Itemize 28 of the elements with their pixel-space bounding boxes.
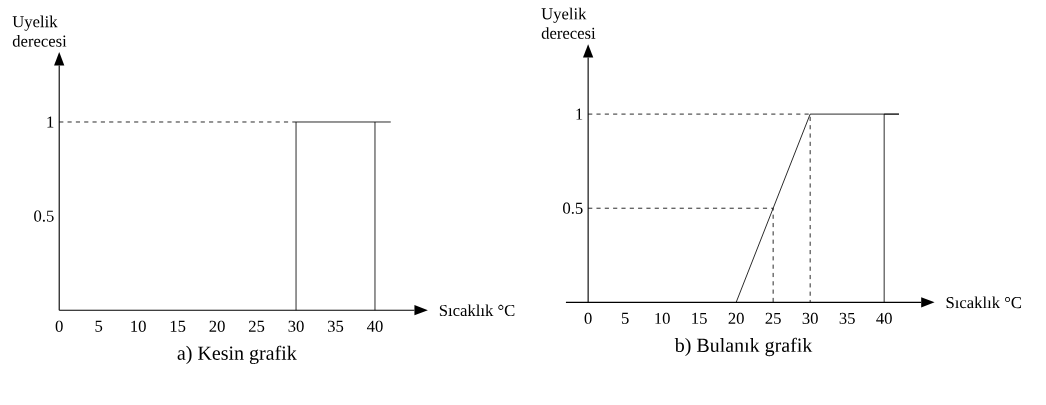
y-tick-label: 1	[576, 108, 583, 120]
x-tick-label: 35	[839, 312, 855, 324]
x-tick-label: 10	[131, 320, 146, 332]
x-axis-title: Sıcaklık °C	[946, 296, 1022, 309]
x-tick-label: 25	[765, 312, 781, 324]
x-tick-label: 5	[621, 312, 629, 324]
x-axis-title: Sıcaklık °C	[439, 304, 515, 317]
x-tick-label: 35	[327, 320, 344, 332]
x-tick-label: 10	[655, 312, 670, 325]
x-tick-label: 30	[288, 320, 304, 332]
x-tick-label: 0	[584, 312, 592, 325]
text: b) Bulanık grafik	[674, 337, 813, 357]
x-tick-label: 25	[248, 320, 265, 332]
x-tick-label: 15	[170, 320, 186, 332]
x-tick-label: 15	[692, 312, 707, 324]
y-axis-title: Uyelik derecesi	[12, 15, 67, 47]
x-tick-label: 40	[366, 320, 383, 332]
y-tick-label: 0.5	[34, 210, 54, 222]
y-axis-title: Uyelik derecesi	[541, 7, 596, 39]
x-tick-label: 40	[876, 312, 892, 325]
x-tick-label: 20	[209, 320, 225, 332]
x-tick-label: 20	[728, 312, 744, 325]
x-tick-label: 5	[95, 320, 103, 332]
x-tick-label: 30	[802, 312, 818, 325]
x-tick-label: 0	[55, 320, 63, 332]
y-tick-label: 1	[47, 116, 54, 128]
text: a) Kesin grafik	[177, 345, 297, 365]
y-tick-label: 0.5	[563, 202, 583, 214]
